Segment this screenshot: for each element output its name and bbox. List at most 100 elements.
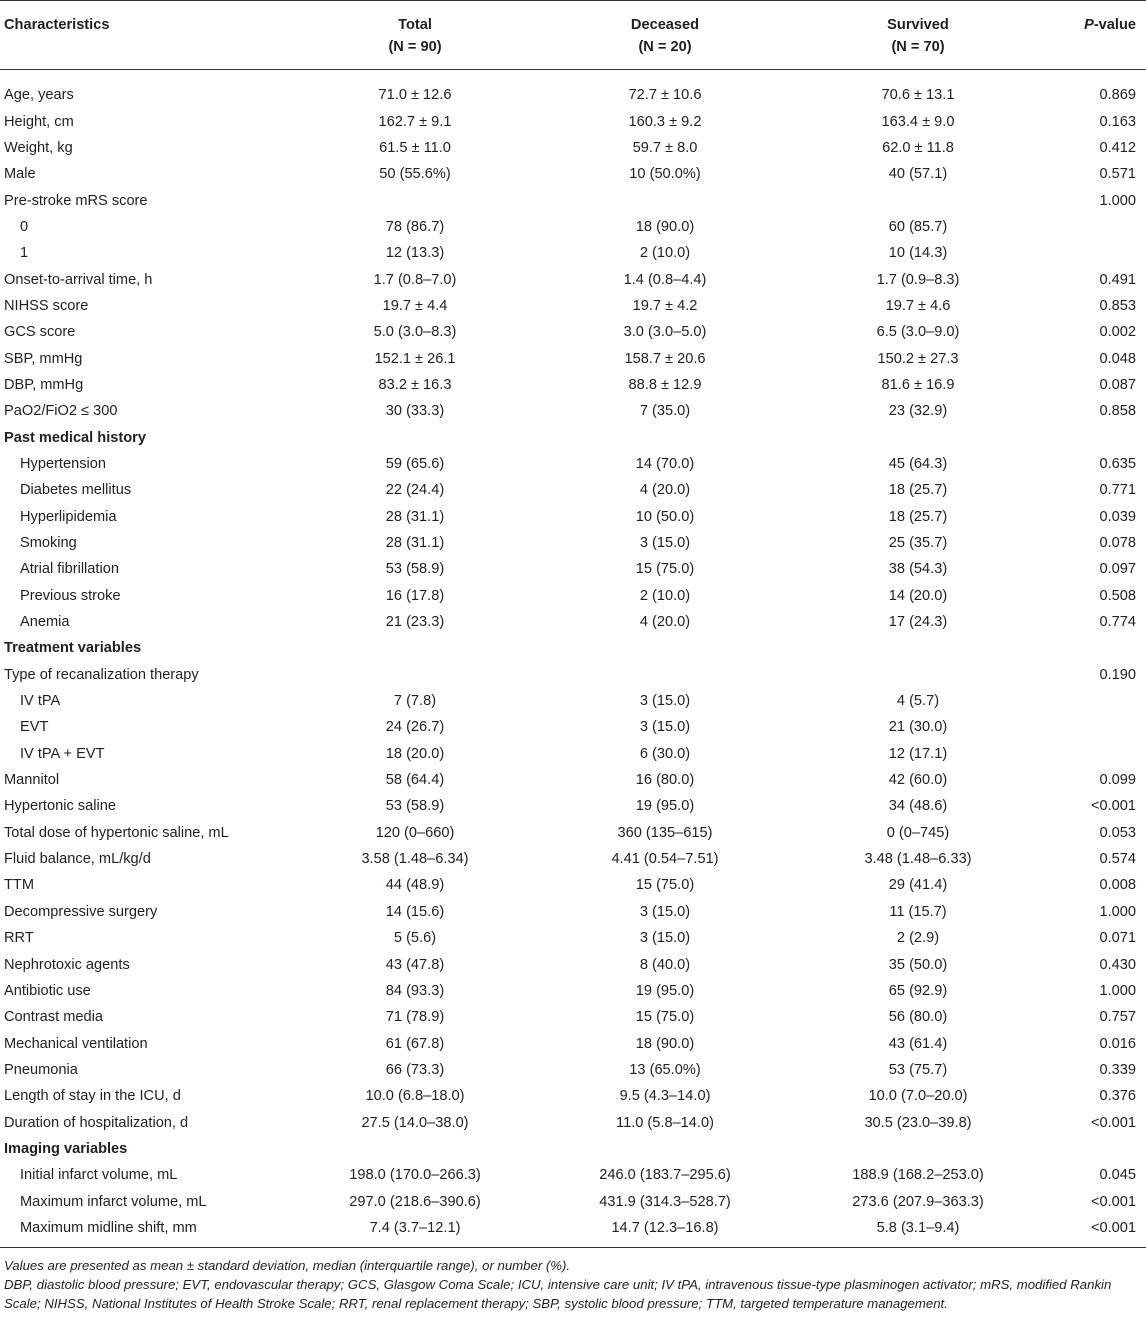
cell-total: 21 (23.3) [385,614,445,631]
cell-deceased: 4 (20.0) [639,482,691,499]
cell-deceased: 18 (90.0) [635,218,695,235]
cell-deceased: 6 (30.0) [639,745,691,762]
cell-p-value [1046,741,1146,767]
header-total: Total [290,0,540,35]
cell-survived: 65 (92.9) [888,982,948,999]
cell-deceased: 19.7 ± 4.2 [632,297,698,314]
cell-total: 18 (20.0) [385,745,445,762]
header-survived-n: (N = 70) [790,35,1046,70]
row-label: Length of stay in the ICU, d [4,1088,181,1105]
cell-total: 66 (73.3) [385,1061,445,1078]
cell-survived: 12 (17.1) [888,745,948,762]
row-label: Maximum midline shift, mm [0,1214,290,1249]
cell-total: 24 (26.7) [385,719,445,736]
table-row: Anemia 21 (23.3) 4 (20.0) 17 (24.3) 0.774 [0,609,1146,635]
cell-survived: 56 (80.0) [888,1009,948,1026]
row-label: 1 [20,245,29,262]
cell-total: 14 (15.6) [385,903,445,920]
table-row: DBP, mmHg 83.2 ± 16.3 88.8 ± 12.9 81.6 ± 16… [0,372,1146,398]
cell-survived: 42 (60.0) [888,772,948,789]
cell-deceased: 9.5 (4.3–14.0) [619,1088,711,1105]
cell-p-value: 0.039 [1099,508,1136,525]
cell-total: 162.7 ± 9.1 [378,113,452,130]
cell-total: 78 (86.7) [385,218,445,235]
cell-total: 50 (55.6%) [379,166,451,183]
row-label: NIHSS score [4,297,89,314]
cell-deceased: 88.8 ± 12.9 [628,376,702,393]
cell-total: 44 (48.9) [385,877,445,894]
cell-survived: 19.7 ± 4.6 [885,297,951,314]
row-label: GCS score [4,324,76,341]
row-label: Contrast media [4,1009,103,1026]
cell-p-value: 0.571 [1099,166,1136,183]
cell-p-value: 0.190 [1099,666,1136,683]
header-empty [0,35,290,70]
row-label: Mannitol [4,772,60,789]
cell-p-value: 0.078 [1099,535,1136,552]
cell-deceased: 360 (135–615) [617,824,713,841]
cell-survived: 11 (15.7) [889,903,947,920]
header-row: Characteristics Total Deceased Survived … [0,0,1146,35]
cell-survived [790,187,1046,213]
cell-p-value: <0.001 [1090,798,1136,815]
characteristics-table: Characteristics Total Deceased Survived … [0,0,1146,1249]
cell-deceased: 15 (75.0) [635,1009,695,1026]
table-row: 0 78 (86.7) 18 (90.0) 60 (85.7) [0,214,1146,240]
table-row: Male 50 (55.6%) 10 (50.0%) 40 (57.1) 0.571 [0,161,1146,187]
cell-p-value: 1.000 [1099,192,1136,209]
cell-total: 7 (7.8) [393,693,437,710]
cell-survived: 10 (14.3) [888,245,948,262]
cell-total: 71.0 ± 12.6 [378,87,452,104]
cell-deceased: 7 (35.0) [639,403,691,420]
cell-survived: 40 (57.1) [888,166,948,183]
header-n-row: (N = 90) (N = 20) (N = 70) [0,35,1146,70]
cell-p-value: 0.430 [1099,956,1136,973]
row-label: Smoking [20,535,77,552]
cell-deceased: 3 (15.0) [639,535,691,552]
cell-total: 28 (31.1) [385,508,445,525]
cell-deceased: 2 (10.0) [639,245,691,262]
row-label: Atrial fibrillation [20,561,119,578]
cell-survived: 18 (25.7) [888,508,948,525]
header-p-value: P-value [1046,0,1146,35]
cell-total: 61.5 ± 11.0 [379,139,451,156]
table-row: Decompressive surgery 14 (15.6) 3 (15.0) 11… [0,899,1146,925]
row-label: IV tPA + EVT [20,745,105,762]
cell-p-value: 0.099 [1099,772,1136,789]
row-label: Duration of hospitalization, d [4,1114,189,1131]
row-label: 0 [20,218,29,235]
cell-p-value [1046,688,1146,714]
header-p-empty [1046,35,1146,70]
cell-p-value: 0.508 [1099,587,1136,604]
table-row: Previous stroke 16 (17.8) 2 (10.0) 14 (20.0… [0,583,1146,609]
table-footnotes: Values are presented as mean ± standard … [0,1256,1146,1313]
cell-p-value: <0.001 [1090,1114,1136,1131]
cell-p-value: 0.869 [1099,87,1136,104]
cell-total: 22 (24.4) [385,482,445,499]
cell-survived: 45 (64.3) [888,455,948,472]
cell-p-value [1046,240,1146,266]
row-label: Previous stroke [20,587,121,604]
cell-survived: 5.8 (3.1–9.4) [790,1214,1046,1249]
cell-total: 28 (31.1) [385,535,445,552]
cell-survived: 150.2 ± 27.3 [877,350,959,367]
cell-p-value [1046,424,1146,450]
cell-total: 27.5 (14.0–38.0) [361,1114,469,1131]
row-label: IV tPA [20,693,61,710]
footnote-abbreviations: DBP, diastolic blood pressure; EVT, endo… [4,1277,1112,1312]
cell-total: 30 (33.3) [385,403,445,420]
cell-p-value: <0.001 [1046,1214,1146,1249]
table-row: Antibiotic use 84 (93.3) 19 (95.0) 65 (92.9… [0,978,1146,1004]
cell-total: 120 (0–660) [375,824,455,841]
row-label: Hypertonic saline [4,798,116,815]
cell-p-value: 0.087 [1099,376,1136,393]
cell-survived: 4 (5.7) [896,693,940,710]
cell-p-value: 0.048 [1099,350,1136,367]
row-label: Diabetes mellitus [20,482,132,499]
row-label: Age, years [4,87,74,104]
cell-p-value: 0.002 [1099,324,1136,341]
cell-survived: 6.5 (3.0–9.0) [876,324,960,341]
cell-deceased: 160.3 ± 9.2 [628,113,702,130]
table-row: Onset-to-arrival time, h 1.7 (0.8–7.0) 1.4… [0,266,1146,292]
